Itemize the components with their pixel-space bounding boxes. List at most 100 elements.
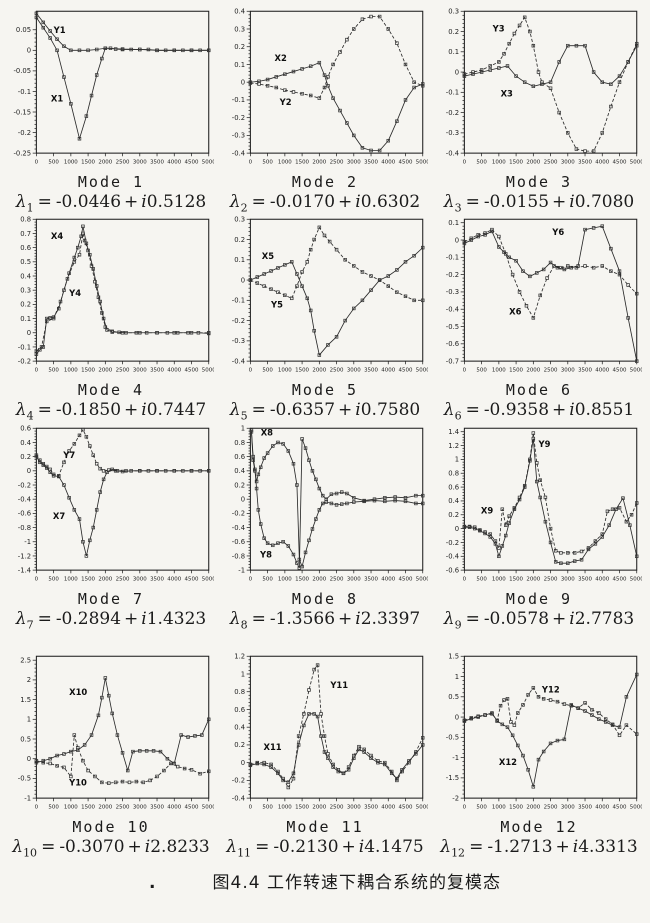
y-tick-label: -0.1	[446, 89, 459, 97]
lambda-imag-part: 1.4323	[146, 608, 207, 629]
x-tick-label: 4500	[399, 805, 413, 811]
equals-sign: =	[251, 400, 266, 421]
x-tick-label: 500	[48, 368, 59, 374]
x-tick-label: 5000	[416, 805, 428, 811]
mode-cell-5: 0.3 0.2 0.1 0 -0.1 -0.2 -0.3 -0.4 0 500 1000 1500 20…	[220, 214, 430, 423]
lambda-symbol: λ	[443, 400, 455, 421]
mode-plot-10: 2.5 2 1.5 1 0.5 0 -0.5 -1 0 500 1000 1500 2000 2500 30…	[18, 656, 214, 811]
y-tick-label: 0.5	[20, 259, 31, 267]
y-tick-label: 0.2	[448, 28, 459, 36]
x-tick-label: 2500	[330, 160, 344, 166]
y-tick-label: 0.6	[20, 244, 31, 252]
y-tick-label: 0	[27, 47, 31, 55]
mode-title-11: Mode 11	[286, 818, 364, 837]
mode-cell-6: 0.1 0 -0.1 -0.2 -0.3 -0.4 -0.5 -0.6 -0.7 0 500 1000…	[434, 214, 644, 423]
x-tick-label: 500	[262, 577, 273, 583]
x-tick-label: 0	[463, 368, 467, 374]
y-tick-label: -1.5	[446, 774, 459, 782]
mode-title-7: Mode 7	[77, 589, 145, 608]
mode-plot-8: 1 0.8 0.6 0.4 0.2 0 -0.2 -0.4 -0.6 -0.8 -1 0 500 1000…	[232, 424, 428, 583]
y-tick-label: -1	[452, 754, 459, 762]
y-tick-label: -0.3	[232, 132, 245, 140]
y-tick-label: -0.3	[232, 338, 245, 346]
series-line-x7	[36, 456, 209, 556]
y-tick-label: -0.2	[446, 271, 459, 279]
x-tick-label: 3000	[347, 368, 361, 374]
equals-sign: =	[41, 837, 56, 858]
plus-sign: +	[124, 608, 139, 629]
lambda-imag-part: 0.7580	[360, 400, 421, 421]
y-tick-label: 0	[241, 495, 245, 503]
y-tick-label: 0	[27, 755, 31, 763]
series-label-x10: X10	[69, 687, 87, 697]
y-tick-label: -0.1	[18, 344, 31, 352]
y-tick-label: 0.2	[234, 236, 245, 244]
x-tick-label: 1500	[509, 577, 523, 583]
series-label-x7: X7	[53, 511, 65, 521]
series-label-y9: Y9	[537, 439, 550, 449]
series-label-x8: X8	[261, 427, 273, 437]
x-tick-label: 1000	[278, 577, 292, 583]
y-tick-label: 0.6	[234, 706, 245, 714]
plus-sign: +	[552, 192, 567, 213]
x-tick-label: 2000	[526, 368, 540, 374]
lambda-symbol: λ	[12, 837, 24, 858]
x-tick-label: 1000	[492, 160, 506, 166]
mode-cell-2: 0.4 0.3 0.2 0.1 0 -0.1 -0.2 -0.3 -0.4 0 500 1000 150…	[220, 6, 430, 215]
series-label-x4: X4	[51, 232, 63, 242]
y-tick-label: 1	[241, 424, 245, 432]
plus-sign: +	[338, 608, 353, 629]
y-tick-label: 2	[27, 677, 31, 685]
x-tick-label: 3000	[561, 160, 575, 166]
x-tick-label: 4500	[613, 577, 627, 583]
series-line-x3	[464, 45, 638, 87]
series-line-x10	[36, 678, 210, 773]
x-tick-label: 4000	[167, 577, 181, 583]
y-tick-label: 0.1	[20, 315, 31, 323]
series-label-x11: X11	[263, 743, 281, 753]
series-line-x2	[250, 62, 423, 151]
mode-cell-9: 1.4 1.2 1 0.8 0.6 0.4 0.2 0 -0.2 -0.4 -0.6 0 500 1000…	[434, 423, 644, 631]
series-label-y5: Y5	[270, 300, 283, 310]
x-tick-label: 5000	[202, 368, 214, 374]
equals-sign: =	[37, 192, 52, 213]
figure-caption: . 图4.4 工作转速下耦合系统的复模态	[0, 868, 650, 893]
y-tick-label: -0.2	[232, 317, 245, 325]
lambda-subscript: 1	[26, 201, 34, 215]
mode-title-2: Mode 2	[291, 173, 359, 192]
lambda-symbol: λ	[229, 400, 241, 421]
series-line-y8	[251, 431, 423, 568]
y-tick-label: -0.3	[446, 289, 459, 297]
y-tick-label: 0.3	[20, 287, 31, 295]
mode-title-9: Mode 9	[505, 589, 573, 608]
y-tick-label: -0.6	[446, 341, 459, 349]
caption-dot: .	[149, 872, 157, 893]
x-tick-label: 1500	[81, 368, 95, 374]
lambda-subscript: 7	[26, 618, 34, 632]
x-tick-label: 4500	[185, 160, 199, 166]
series-line-y3	[464, 16, 638, 152]
y-tick-label: 0.1	[448, 219, 459, 227]
x-tick-label: 4000	[167, 805, 181, 811]
y-tick-label: -2	[452, 795, 459, 803]
mode-plot-9: 1.4 1.2 1 0.8 0.6 0.4 0.2 0 -0.2 -0.4 -0.6 0 500 1000…	[446, 427, 642, 583]
x-tick-label: 4000	[167, 160, 181, 166]
y-tick-label: 0.3	[234, 25, 245, 33]
x-tick-label: 2500	[544, 577, 558, 583]
x-tick-label: 1500	[81, 805, 95, 811]
eigenvalue-formula-10: λ10 = -0.3070 + i2.8233	[6, 837, 216, 859]
x-tick-label: 500	[48, 160, 59, 166]
plus-sign: +	[338, 400, 353, 421]
x-tick-label: 2500	[330, 368, 344, 374]
x-tick-label: 4000	[381, 577, 395, 583]
x-tick-label: 2500	[544, 160, 558, 166]
lambda-subscript: 4	[26, 409, 34, 423]
y-tick-label: -1	[24, 538, 31, 546]
mode-cell-7: 0.6 0.4 0.2 0 -0.2 -0.4 -0.6 -0.8 -1 -1.2 -1.4 0 500…	[6, 423, 216, 631]
series-label-y11: Y11	[329, 680, 348, 690]
y-tick-label: 0	[241, 79, 245, 87]
y-tick-label: 1.4	[448, 428, 459, 436]
plus-sign: +	[124, 192, 139, 213]
x-tick-label: 5000	[202, 805, 214, 811]
x-tick-label: 0	[249, 160, 253, 166]
